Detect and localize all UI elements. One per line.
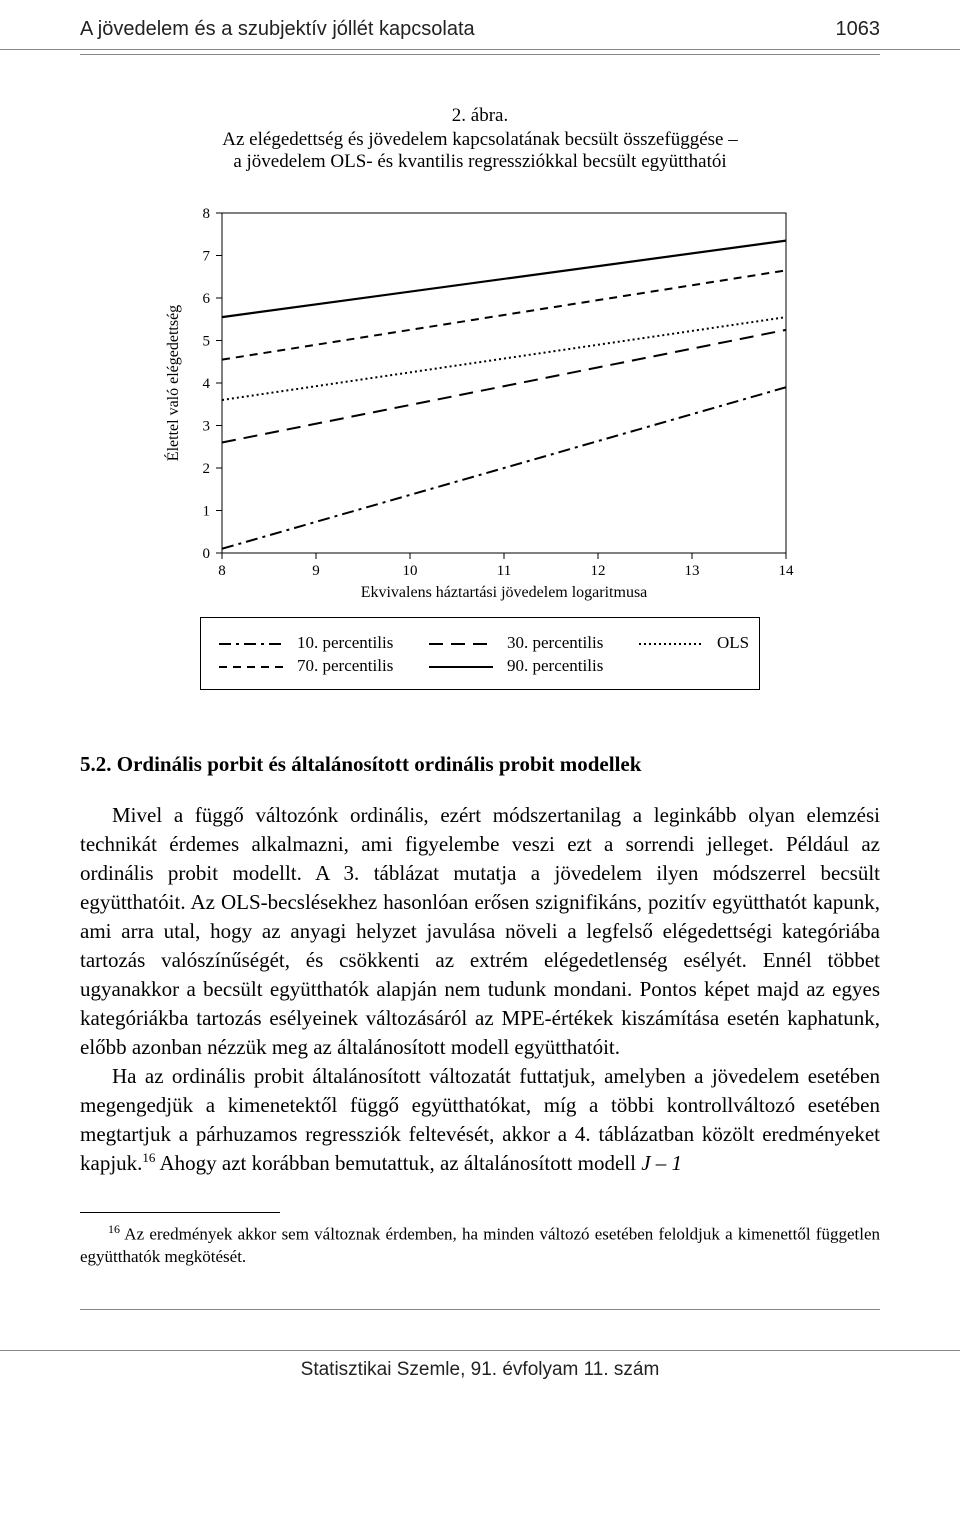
- footnote-16: 16 Az eredmények akkor sem változnak érd…: [0, 1213, 960, 1270]
- svg-text:8: 8: [218, 563, 226, 579]
- figure-title-line1: Az elégedettség és jövedelem kapcsolatán…: [80, 129, 880, 151]
- svg-text:13: 13: [685, 563, 700, 579]
- legend-label: OLS: [717, 633, 835, 653]
- svg-text:4: 4: [203, 376, 211, 392]
- legend-swatch: [429, 659, 493, 673]
- figure-caption: 2. ábra. Az elégedettség és jövedelem ka…: [0, 105, 960, 173]
- legend-label: 10. percentilis: [297, 633, 415, 653]
- line-chart: 012345678891011121314Élettel való eléged…: [160, 203, 800, 603]
- legend-swatch: [219, 659, 283, 673]
- footnote-ref-16: 16: [142, 1150, 155, 1165]
- page-footer: Statisztikai Szemle, 91. évfolyam 11. sz…: [0, 1350, 960, 1399]
- legend-swatch: [639, 636, 703, 650]
- legend-swatch: [429, 636, 493, 650]
- chart-legend: 10. percentilis30. percentilisOLS 70. pe…: [200, 617, 760, 690]
- para2-part-b: Ahogy azt korábban bemutattuk, az általá…: [155, 1151, 641, 1175]
- footnote-text: Az eredmények akkor sem változnak érdemb…: [80, 1224, 880, 1266]
- svg-text:2: 2: [203, 461, 211, 477]
- legend-label: 30. percentilis: [507, 633, 625, 653]
- header-rule: [80, 54, 880, 55]
- section-body: 5.2. Ordinális porbit és általánosított …: [0, 690, 960, 1178]
- svg-text:1: 1: [203, 504, 211, 520]
- footer-rule: [80, 1309, 880, 1310]
- page-header: A jövedelem és a szubjektív jóllét kapcs…: [0, 0, 960, 50]
- svg-text:9: 9: [312, 563, 320, 579]
- svg-text:8: 8: [203, 206, 211, 222]
- paragraph-1: Mivel a függő változónk ordinális, ezért…: [80, 801, 880, 1062]
- legend-swatch: [219, 636, 283, 650]
- svg-text:7: 7: [203, 249, 211, 265]
- svg-text:11: 11: [497, 563, 511, 579]
- svg-text:0: 0: [203, 546, 211, 562]
- para2-tail-italic: J – 1: [641, 1151, 682, 1175]
- svg-text:10: 10: [403, 563, 418, 579]
- svg-text:5: 5: [203, 334, 211, 350]
- page-number: 1063: [836, 18, 881, 41]
- figure-label: 2. ábra.: [452, 105, 508, 127]
- svg-text:6: 6: [203, 291, 211, 307]
- chart-container: 012345678891011121314Élettel való eléged…: [160, 203, 800, 603]
- figure-title-line2: a jövedelem OLS- és kvantilis regresszió…: [80, 151, 880, 173]
- footnote-marker: 16: [108, 1222, 120, 1236]
- svg-text:3: 3: [203, 419, 211, 435]
- running-title: A jövedelem és a szubjektív jóllét kapcs…: [80, 18, 475, 41]
- svg-text:12: 12: [591, 563, 606, 579]
- paragraph-2: Ha az ordinális probit általánosított vá…: [80, 1062, 880, 1178]
- svg-text:14: 14: [779, 563, 795, 579]
- legend-label: 90. percentilis: [507, 656, 625, 676]
- svg-text:Ekvivalens háztartási jövedele: Ekvivalens háztartási jövedelem logaritm…: [361, 584, 648, 601]
- section-heading: 5.2. Ordinális porbit és általánosított …: [80, 750, 880, 779]
- legend-label: 70. percentilis: [297, 656, 415, 676]
- svg-text:Élettel való elégedettség: Élettel való elégedettség: [163, 305, 182, 461]
